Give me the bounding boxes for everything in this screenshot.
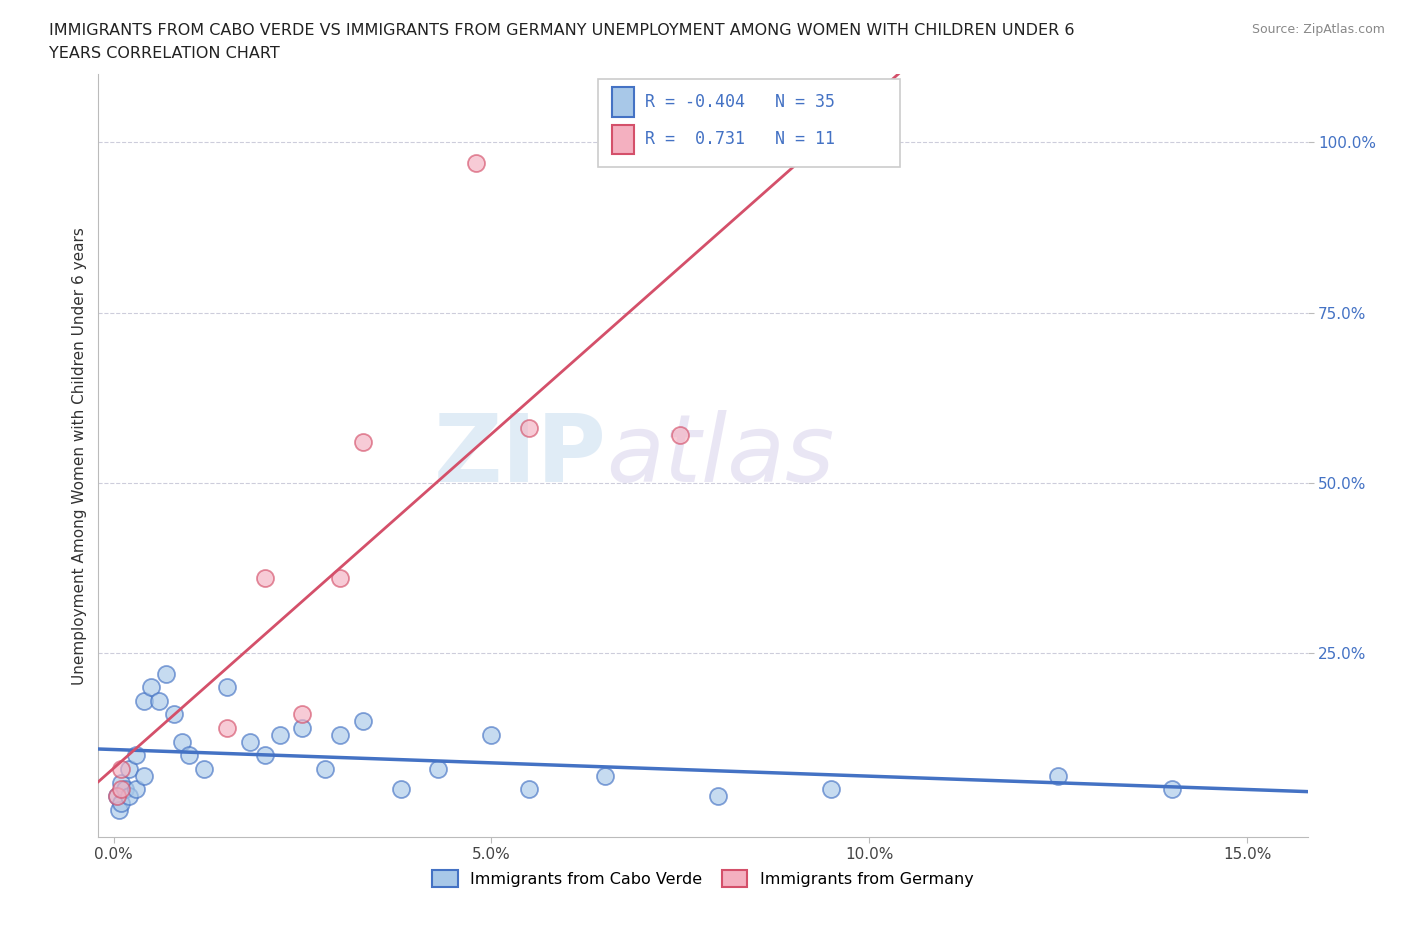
Point xyxy=(141,680,163,695)
Text: atlas: atlas xyxy=(606,410,835,501)
Point xyxy=(352,714,374,729)
Point xyxy=(110,775,132,790)
Y-axis label: Unemployment Among Women with Children Under 6 years: Unemployment Among Women with Children U… xyxy=(72,227,87,684)
Point xyxy=(239,735,262,750)
Point xyxy=(110,762,132,777)
Text: IMMIGRANTS FROM CABO VERDE VS IMMIGRANTS FROM GERMANY UNEMPLOYMENT AMONG WOMEN W: IMMIGRANTS FROM CABO VERDE VS IMMIGRANTS… xyxy=(49,23,1074,38)
Point xyxy=(291,707,314,722)
Legend: Immigrants from Cabo Verde, Immigrants from Germany: Immigrants from Cabo Verde, Immigrants f… xyxy=(426,864,980,894)
Point xyxy=(329,571,352,586)
Point xyxy=(352,434,374,449)
Point xyxy=(193,762,215,777)
Point xyxy=(669,428,692,443)
Point xyxy=(179,748,201,763)
Point xyxy=(110,795,132,810)
Point xyxy=(253,748,276,763)
Point xyxy=(132,694,155,709)
Point xyxy=(427,762,450,777)
Point xyxy=(215,680,238,695)
Point xyxy=(389,782,412,797)
Point xyxy=(291,721,314,736)
Text: YEARS CORRELATION CHART: YEARS CORRELATION CHART xyxy=(49,46,280,61)
Point xyxy=(110,782,132,797)
Point xyxy=(517,782,540,797)
Text: R =  0.731   N = 11: R = 0.731 N = 11 xyxy=(645,130,835,149)
Point xyxy=(118,789,141,804)
Point xyxy=(118,762,141,777)
Point xyxy=(329,727,352,742)
Point xyxy=(481,727,503,742)
Point xyxy=(820,782,842,797)
Point xyxy=(132,768,155,783)
Point xyxy=(269,727,291,742)
Text: Source: ZipAtlas.com: Source: ZipAtlas.com xyxy=(1251,23,1385,36)
Point xyxy=(114,782,136,797)
Point xyxy=(125,748,148,763)
Point xyxy=(314,762,336,777)
Point xyxy=(465,155,488,170)
Point xyxy=(215,721,238,736)
Point xyxy=(148,694,170,709)
Point xyxy=(517,421,540,436)
Point xyxy=(105,789,128,804)
Point xyxy=(1047,768,1070,783)
Point xyxy=(155,666,177,681)
Point xyxy=(253,571,276,586)
Point xyxy=(163,707,186,722)
Text: ZIP: ZIP xyxy=(433,410,606,501)
Point xyxy=(108,803,131,817)
Point xyxy=(707,789,730,804)
Point xyxy=(593,768,616,783)
Point xyxy=(105,789,128,804)
Text: R = -0.404   N = 35: R = -0.404 N = 35 xyxy=(645,93,835,112)
Point xyxy=(1160,782,1182,797)
Point xyxy=(170,735,193,750)
Point xyxy=(125,782,148,797)
